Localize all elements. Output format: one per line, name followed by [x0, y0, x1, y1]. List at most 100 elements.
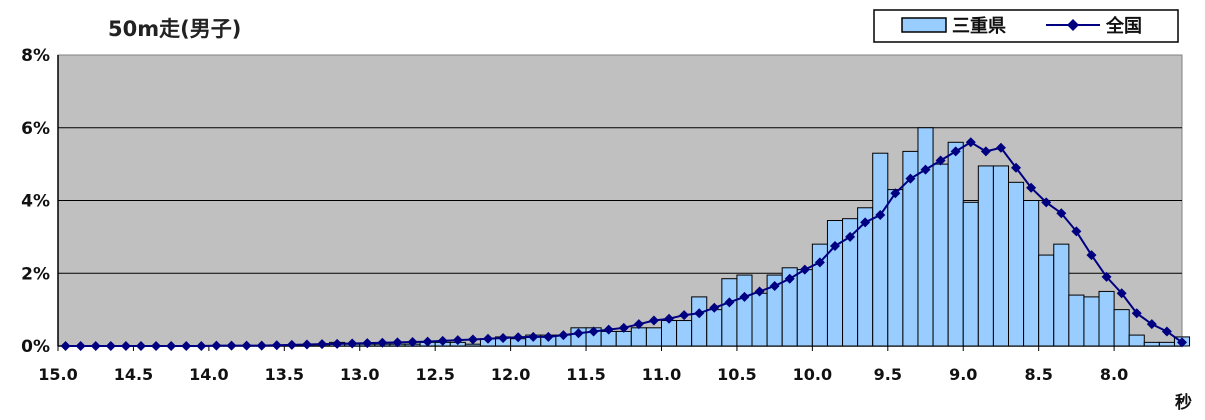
x-tick-label: 10.5 [717, 365, 756, 384]
x-tick-label: 8.5 [1024, 365, 1052, 384]
line-point [1131, 308, 1142, 319]
line-point [603, 324, 614, 335]
line-point [754, 286, 765, 297]
x-tick-label: 8.0 [1100, 365, 1128, 384]
line-point [226, 340, 237, 351]
line-point [437, 335, 448, 346]
line-point [739, 291, 750, 302]
line-point [950, 146, 961, 157]
line-point [573, 328, 584, 339]
x-tick-label: 12.0 [491, 365, 530, 384]
bar [736, 274, 753, 347]
legend: 三重県 全国 [873, 9, 1179, 43]
line-point [769, 280, 780, 291]
x-tick-label: 11.0 [642, 365, 681, 384]
line-point [75, 341, 86, 351]
x-axis-label: 秒 [1175, 392, 1192, 413]
x-tick-label: 14.5 [114, 365, 153, 384]
x-tick-label: 11.5 [566, 365, 605, 384]
line-point [362, 338, 373, 349]
bar [751, 292, 768, 347]
line-point [135, 341, 146, 351]
line-point [528, 331, 539, 342]
line-point [905, 173, 916, 184]
bar [1053, 243, 1070, 347]
legend-label-line: 全国 [1105, 15, 1142, 37]
bar [464, 343, 481, 347]
bar [1098, 290, 1115, 347]
line-point [694, 308, 705, 319]
bar [796, 269, 813, 347]
y-tick-label: 2% [21, 264, 50, 284]
bar [872, 152, 889, 347]
x-tick-label: 14.0 [189, 365, 228, 384]
line-point [664, 313, 675, 324]
line-point [422, 336, 433, 347]
line-point [965, 137, 976, 148]
line-point [181, 341, 192, 351]
line-point [347, 338, 358, 349]
bar [826, 220, 844, 347]
line-point [286, 339, 297, 350]
bar [917, 127, 934, 347]
bar [1083, 296, 1100, 347]
y-tick-label: 0% [21, 337, 50, 357]
line-point [860, 217, 871, 228]
line-point [618, 322, 629, 333]
line-point [995, 142, 1006, 153]
line-point [724, 297, 735, 308]
bar [1143, 341, 1160, 347]
line-point [1086, 250, 1097, 261]
chart-title: 50m走(男子) [108, 17, 241, 41]
line-point [271, 340, 282, 351]
line-point [166, 341, 177, 351]
bar [977, 165, 994, 347]
line-point [875, 210, 886, 221]
bar [962, 201, 979, 347]
line-point [588, 326, 599, 337]
bar [660, 320, 678, 347]
line-series [60, 137, 1187, 351]
y-tick-label: 4% [21, 192, 50, 212]
bar [1023, 200, 1040, 347]
line-point [890, 188, 901, 199]
x-tick-labels: 15.0 14.5 14.0 13.5 13.0 12.5 12.0 11.5 11.0 10.5… [38, 365, 1128, 384]
bar [947, 141, 964, 347]
line-point [377, 337, 388, 348]
line-point [1071, 226, 1082, 237]
line-point [558, 330, 569, 341]
line-point [920, 164, 931, 175]
bar [992, 165, 1009, 347]
line-point [829, 240, 840, 251]
line-point [317, 339, 328, 350]
line-point [980, 146, 991, 157]
line-point [1177, 337, 1187, 348]
bar [706, 309, 723, 347]
line-point [498, 332, 509, 343]
line-point [105, 341, 116, 351]
y-tick-labels: 0% 2% 4% 6% 8% [21, 46, 50, 357]
bar [630, 327, 647, 347]
line-point [452, 335, 463, 346]
bar [1068, 294, 1085, 347]
bar [615, 330, 632, 347]
bar [887, 189, 904, 347]
line-point [211, 340, 222, 351]
line-point [799, 264, 810, 275]
line-point [1041, 197, 1052, 208]
line-point [709, 302, 720, 313]
x-tick-label: 9.5 [874, 365, 902, 384]
line-point [482, 333, 493, 344]
line-point [1146, 319, 1157, 330]
line-point [1026, 182, 1037, 193]
line-point [784, 273, 795, 284]
line-point [1116, 288, 1127, 299]
line-point [935, 155, 946, 166]
line-point [407, 336, 418, 347]
bar [932, 163, 949, 347]
bar [645, 327, 662, 347]
bars-series [329, 127, 1191, 347]
bar [1158, 341, 1175, 347]
line-point [1161, 326, 1172, 337]
line-point [633, 319, 644, 330]
